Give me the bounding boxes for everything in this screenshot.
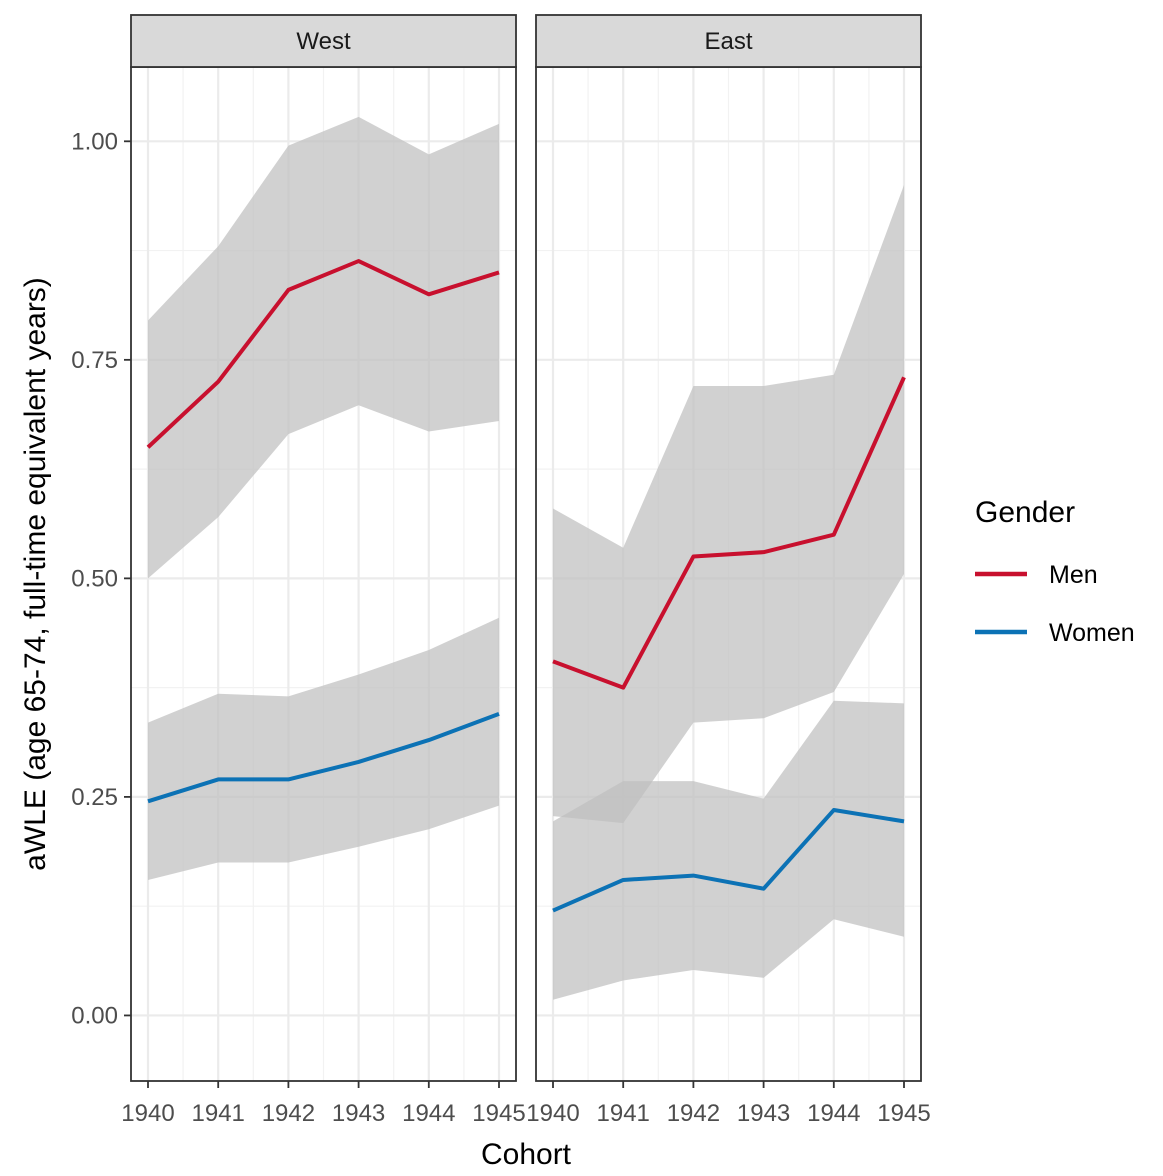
panel-west: West 1940 1941 1942 1943 1944 1945: [121, 15, 525, 1127]
x-tick-label: 1941: [192, 1100, 245, 1127]
x-tick-label: 1943: [332, 1100, 385, 1127]
y-tick-label: 1.00: [71, 128, 118, 155]
x-tick-label: 1942: [667, 1100, 720, 1127]
y-tick-label: 0.25: [71, 784, 118, 811]
x-tick-label: 1940: [121, 1100, 174, 1127]
x-tick-label: 1944: [807, 1100, 860, 1127]
y-axis-title: aWLE (age 65-74, full-time equivalent ye…: [19, 277, 52, 871]
y-tick-label: 0.50: [71, 565, 118, 592]
panel-east: East 1940 1941 1942 1943 1944 1945: [526, 15, 930, 1127]
x-tick-label: 1945: [877, 1100, 930, 1127]
x-tick-label: 1942: [262, 1100, 315, 1127]
legend-label-women: Women: [1049, 619, 1135, 647]
x-tick-label: 1944: [402, 1100, 455, 1127]
x-tick-label: 1941: [597, 1100, 650, 1127]
y-tick-label: 0.00: [71, 1002, 118, 1029]
y-tick-label: 0.75: [71, 347, 118, 374]
x-tick-label: 1940: [526, 1100, 579, 1127]
x-tick-label: 1945: [472, 1100, 525, 1127]
facet-label-west: West: [296, 28, 351, 55]
legend-label-men: Men: [1049, 561, 1098, 589]
x-axis-title: Cohort: [481, 1138, 572, 1171]
facet-label-east: East: [704, 28, 752, 55]
legend-title: Gender: [975, 496, 1075, 529]
x-tick-label: 1943: [737, 1100, 790, 1127]
